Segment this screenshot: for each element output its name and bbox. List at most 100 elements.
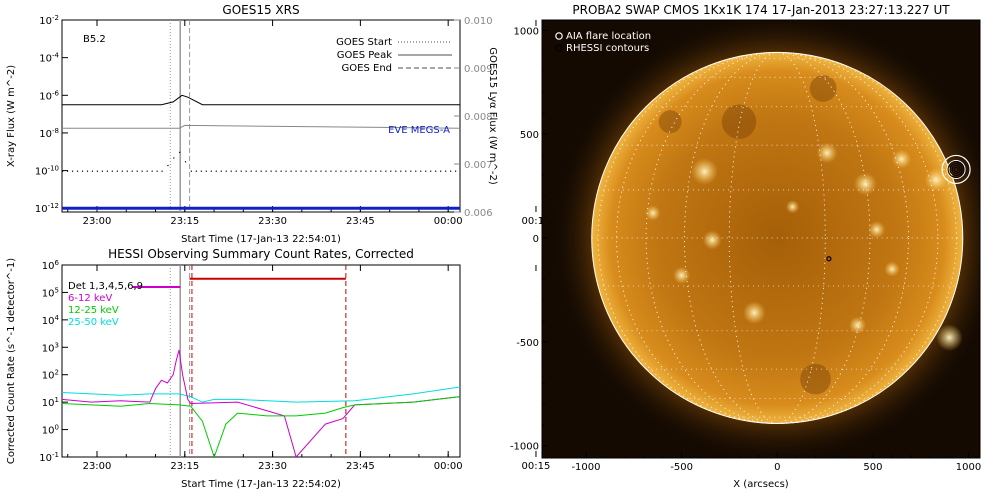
hessi-ytick-label: 102 (42, 369, 59, 382)
goes-series-dot (195, 170, 197, 172)
swap-axis-ticks: -1000 -500 0 500 1000 1000 500 0 -500 -1000 (510, 26, 981, 473)
goes-series-dot (156, 170, 158, 172)
swap-xtick-label: 500 (863, 462, 882, 473)
goes-series-dot (146, 170, 148, 172)
goes-series-dot (415, 170, 417, 172)
swap-legend-label: RHESSI contours (566, 43, 649, 54)
goes-series-dot (250, 170, 252, 172)
goes-series-dot (101, 170, 103, 172)
goes-series-dot (295, 170, 297, 172)
swap-ytick-label: 1000 (514, 26, 539, 37)
swap-legend-marker (555, 32, 563, 40)
goes-series-dot (116, 170, 118, 172)
goes-series-dot (91, 170, 94, 172)
goes-series-dot (370, 170, 372, 172)
goes-series-dot (71, 170, 74, 172)
goes-series-dot (179, 151, 181, 153)
goes-series-dot (390, 170, 392, 172)
hessi-ytick-label: 105 (42, 286, 59, 299)
goes-legend-label: GOES Peak (337, 50, 392, 61)
goes-series-dot (335, 170, 337, 172)
hessi-axis-ticks: 23:00 23:15 23:30 23:45 00:00 00:15 106 105 104 1… (39, 259, 550, 472)
goes-series-dot (131, 170, 133, 172)
swap-xtick-label: 1000 (956, 462, 981, 473)
goes-series-dot (220, 170, 222, 172)
goes-series-dot (340, 170, 342, 172)
hessi-series-line (62, 349, 460, 457)
goes-ylabel-right: GOES15 Lyα Flux (W m^-2) (487, 47, 498, 185)
goes-series-dot (96, 170, 99, 172)
goes-ytick-label: 10-4 (39, 52, 59, 65)
active-region (702, 230, 722, 250)
goes-xtick-label: 23:00 (83, 216, 112, 227)
goes-series-dot (440, 170, 442, 172)
goes-series-dot (280, 170, 282, 172)
rhessi-contour (951, 164, 961, 174)
goes-series-dot (285, 170, 287, 172)
hessi-xtick-label: 23:00 (83, 461, 112, 472)
flare-markers (826, 154, 971, 262)
grid-longitude (645, 52, 909, 424)
hessi-legend-label: 6-12 keV (68, 293, 112, 304)
eve-megs-label: EVE MEGS-A (388, 125, 450, 136)
hessi-plot-frame (61, 264, 461, 458)
goes-series-dot (350, 170, 352, 172)
goes-series-dot (210, 170, 212, 172)
active-region (645, 205, 661, 221)
dark-region (658, 110, 682, 134)
goes-series-dot (450, 170, 452, 172)
goes-xlabel: Start Time (17-Jan-13 22:54:01) (181, 234, 341, 245)
swap-plot-frame (541, 19, 981, 459)
goes-series-line (62, 124, 460, 129)
heliographic-grid (591, 52, 963, 424)
goes-series-dot (141, 170, 143, 172)
hessi-ytick-label: 10-1 (39, 451, 59, 464)
hessi-xlabel: Start Time (17-Jan-13 22:54:02) (181, 479, 341, 490)
swap-xlabel: X (arcsecs) (733, 479, 789, 490)
hessi-xtick-label: 00:15 (522, 461, 551, 472)
goes-xtick-label: 23:30 (258, 216, 287, 227)
hessi-ytick-label: 104 (42, 314, 60, 327)
goes-series-dot (121, 170, 123, 172)
dark-region (721, 104, 757, 139)
goes-series-dot (325, 170, 327, 172)
active-region (936, 324, 963, 351)
goes-ytick-label: 10-12 (35, 202, 59, 215)
goes-series-dot (126, 170, 128, 172)
goes-series-dot (240, 170, 242, 172)
swap-xtick-label: 0 (774, 462, 780, 473)
goes-series-dot (435, 170, 437, 172)
goes-series-dot (345, 170, 347, 172)
goes-series-dot (320, 170, 322, 172)
goes-series-dot (215, 170, 217, 172)
goes-legend: GOES Start GOES Peak GOES End (336, 37, 452, 74)
goes-xtick-label: 00:00 (434, 216, 463, 227)
goes-series-dot (111, 170, 113, 172)
goes-series-dot (385, 170, 387, 172)
goes-series-dot (86, 170, 89, 172)
hessi-legend-label: 12-25 keV (68, 305, 119, 316)
goes-legend-label: GOES Start (336, 37, 392, 48)
goes-series-dot (173, 157, 175, 159)
hessi-ytick-label: 106 (42, 259, 60, 272)
goes-series-dot (76, 170, 79, 172)
hessi-time-markers (132, 265, 347, 457)
goes-series-dot (190, 170, 192, 172)
goes-ytick-right-label: 0.010 (464, 16, 493, 27)
goes-series-dot (430, 170, 432, 172)
rhessi-contour (947, 160, 965, 178)
goes-ytick-label: 10-8 (39, 127, 59, 140)
goes-series-line (62, 94, 460, 106)
goes-ytick-right-label: 0.007 (464, 160, 493, 171)
goes-series-dot (265, 170, 267, 172)
active-region (924, 168, 948, 192)
goes-series-dot (305, 170, 307, 172)
active-region (853, 172, 877, 196)
swap-ytick-label: -1000 (510, 442, 539, 453)
hessi-ytick-label: 100 (42, 424, 59, 437)
rhessi-contour (949, 162, 963, 176)
goes-series-dot (255, 170, 257, 172)
goes-series-dot (355, 170, 357, 172)
goes-series-dot (300, 170, 302, 172)
rhessi-contour (953, 166, 959, 172)
